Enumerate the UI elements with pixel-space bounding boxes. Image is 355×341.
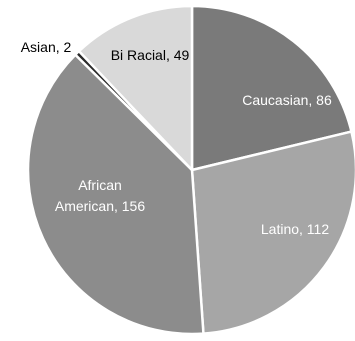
pie-slice-african-american	[26, 53, 205, 336]
pie-slice-latino	[190, 130, 355, 335]
slice-label-african-american: African American, 156	[55, 177, 145, 214]
pie-slice-caucasian	[190, 4, 353, 172]
pie-labels: Caucasian, 86 Latino, 112 African American,…	[21, 39, 332, 237]
pie-slice-bi-racial	[77, 4, 194, 172]
slice-label-latino: Latino, 112	[261, 221, 329, 237]
slice-label-asian: Asian, 2	[21, 39, 72, 55]
pie-slices	[26, 4, 355, 336]
slice-label-caucasian: Caucasian, 86	[242, 92, 332, 108]
slice-label-bi-racial: Bi Racial, 49	[111, 47, 190, 63]
